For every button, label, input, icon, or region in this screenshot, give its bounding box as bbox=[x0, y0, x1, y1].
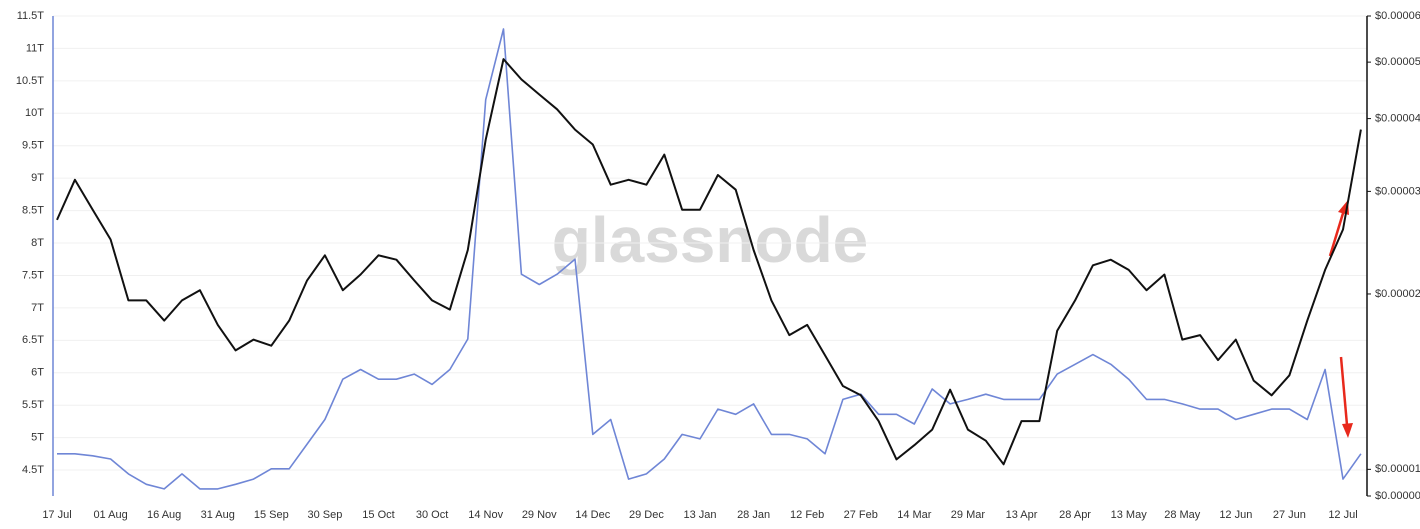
y-tick-label: 6.5T bbox=[22, 334, 44, 346]
y-tick-label: 5T bbox=[31, 432, 44, 444]
x-tick-label: 14 Mar bbox=[897, 509, 932, 521]
y-tick-label: 10T bbox=[25, 107, 44, 119]
y-tick-label: 10.5T bbox=[16, 75, 44, 87]
y-tick-label: 9.5T bbox=[22, 140, 44, 152]
y-tick-label: 9T bbox=[31, 172, 44, 184]
y2-tick-label: $0.00003 bbox=[1375, 185, 1420, 197]
x-tick-label: 28 May bbox=[1164, 509, 1201, 521]
x-tick-label: 13 Apr bbox=[1006, 509, 1038, 521]
y-tick-label: 8T bbox=[31, 237, 44, 249]
y-tick-label: 8.5T bbox=[22, 205, 44, 217]
y2-tick-label: $0.00005 bbox=[1375, 56, 1420, 68]
x-tick-label: 01 Aug bbox=[93, 509, 127, 521]
x-tick-label: 14 Nov bbox=[468, 509, 503, 521]
x-tick-label: 12 Jul bbox=[1328, 509, 1357, 521]
x-tick-label: 29 Mar bbox=[951, 509, 986, 521]
y2-tick-label: $0.00004 bbox=[1375, 112, 1420, 124]
x-tick-label: 13 Jan bbox=[683, 509, 716, 521]
annotation-arrows bbox=[1328, 200, 1353, 438]
x-tick-label: 28 Apr bbox=[1059, 509, 1091, 521]
y2-tick-label: $0.00002 bbox=[1375, 288, 1420, 300]
x-tick-label: 28 Jan bbox=[737, 509, 770, 521]
x-tick-label: 14 Dec bbox=[575, 509, 610, 521]
x-tick-label: 13 May bbox=[1111, 509, 1148, 521]
x-tick-label: 12 Jun bbox=[1219, 509, 1252, 521]
y-tick-label: 7T bbox=[31, 302, 44, 314]
x-tick-label: 30 Sep bbox=[307, 509, 342, 521]
x-tick-label: 27 Jun bbox=[1273, 509, 1306, 521]
y-tick-label: 5.5T bbox=[22, 399, 44, 411]
grid bbox=[53, 15, 1367, 471]
series-line bbox=[57, 28, 1362, 490]
x-tick-label: 16 Aug bbox=[147, 509, 181, 521]
x-tick-label: 29 Nov bbox=[522, 509, 557, 521]
x-tick-label: 17 Jul bbox=[42, 509, 71, 521]
x-tick-label: 30 Oct bbox=[416, 509, 448, 521]
x-tick-label: 15 Oct bbox=[362, 509, 394, 521]
x-tick-label: 31 Aug bbox=[201, 509, 235, 521]
y2-tick-label: $0.000009 bbox=[1375, 490, 1420, 502]
x-tick-label: 15 Sep bbox=[254, 509, 289, 521]
watermark: glassnode bbox=[552, 204, 869, 276]
series-line bbox=[56, 58, 1362, 466]
x-tick-label: 27 Feb bbox=[844, 509, 878, 521]
arrow-up bbox=[1328, 209, 1346, 257]
y-tick-label: 11.5T bbox=[17, 10, 45, 22]
y-tick-label: 11T bbox=[26, 42, 44, 54]
x-tick-label: 29 Dec bbox=[629, 509, 664, 521]
y2-tick-label: $0.00001 bbox=[1375, 463, 1420, 475]
y-tick-label: 6T bbox=[31, 367, 44, 379]
y-tick-label: 4.5T bbox=[22, 464, 44, 476]
y2-tick-label: $0.00006 bbox=[1375, 10, 1420, 22]
arrow-down bbox=[1339, 356, 1349, 426]
arrow-head bbox=[1342, 423, 1353, 438]
y-tick-label: 7.5T bbox=[22, 269, 44, 281]
x-tick-label: 12 Feb bbox=[790, 509, 824, 521]
